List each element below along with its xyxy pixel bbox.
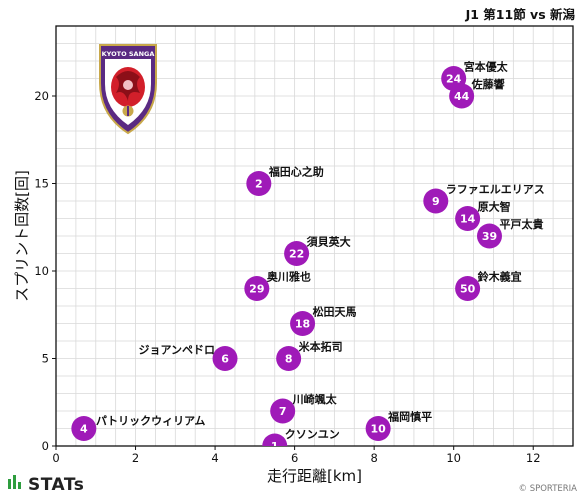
point-number: 44 [454, 90, 470, 103]
point-label: 原大智 [478, 200, 511, 214]
point-marker [262, 433, 288, 446]
point-marker [290, 311, 316, 336]
x-tick-label: 6 [291, 451, 298, 465]
point-number: 1 [271, 440, 279, 453]
axes [52, 25, 574, 450]
x-tick-label: 2 [132, 451, 139, 465]
x-axis-title: 走行距離[km] [267, 467, 362, 485]
point-number: 14 [460, 213, 476, 226]
data-point: 29 [244, 276, 270, 301]
data-point: 6 [212, 346, 238, 371]
data-point: 10 [365, 416, 391, 441]
data-point: 39 [476, 223, 502, 249]
y-tick-label: 0 [42, 439, 49, 453]
x-tick-label: 0 [52, 451, 59, 465]
y-tick-label: 5 [42, 352, 49, 366]
data-point: 50 [455, 276, 481, 301]
data-point: 14 [455, 206, 481, 231]
point-number: 18 [295, 318, 310, 331]
x-tick-labels: 0 2 4 6 8 10 12 [52, 451, 540, 465]
point-number: 2 [255, 178, 263, 191]
point-label: クソンユン [285, 428, 340, 441]
point-marker [244, 276, 270, 301]
point-number: 4 [80, 423, 88, 436]
data-point: 44 [449, 83, 475, 109]
point-label: 松田天馬 [313, 305, 357, 319]
point-label: 奥川雅也 [266, 270, 311, 284]
point-number: 8 [285, 353, 293, 366]
point-marker [455, 276, 481, 301]
point-marker [276, 346, 302, 371]
y-axis-title: スプリント回数[回] [13, 170, 31, 302]
point-marker [246, 171, 272, 196]
point-label: 川崎颯太 [292, 392, 338, 406]
y-tick-labels: 0 5 10 15 20 [34, 89, 49, 453]
x-tick-label: 10 [446, 451, 461, 465]
data-point: 22 [284, 241, 310, 266]
point-marker [212, 346, 238, 371]
point-label: 平戸太貴 [499, 217, 543, 231]
point-marker [284, 241, 310, 266]
data-point: 2 [246, 171, 272, 196]
point-number: 39 [482, 230, 497, 243]
point-label: 佐藤響 [471, 77, 505, 91]
page-title: J1 第11節 vs 新潟 [465, 7, 576, 22]
point-number: 9 [432, 195, 440, 208]
point-label: 米本拓司 [298, 340, 343, 354]
point-label: 福岡慎平 [387, 410, 432, 424]
brand-name: STATs [28, 475, 84, 495]
y-tick-label: 10 [34, 264, 49, 278]
y-tick-label: 15 [34, 177, 49, 191]
data-point: 1 [262, 433, 288, 453]
point-number: 6 [221, 353, 229, 366]
point-label: 宮本優太 [464, 60, 509, 74]
point-marker [449, 83, 475, 109]
data-point: 8 [276, 346, 302, 371]
point-number: 29 [249, 283, 264, 296]
y-tick-label: 20 [34, 89, 49, 103]
point-marker [365, 416, 391, 441]
bar-chart-icon [8, 475, 21, 489]
copyright: © SPORTERIA [519, 484, 578, 494]
point-marker [455, 206, 481, 231]
point-label: ラファエルエリアス [446, 183, 545, 196]
point-number: 24 [446, 73, 462, 86]
point-label: パトリックウィリアム [96, 415, 206, 428]
point-marker [270, 398, 296, 424]
point-label: 須貝英大 [306, 235, 351, 249]
data-point: 18 [290, 311, 316, 336]
point-label: 福田心之助 [268, 165, 324, 179]
point-number: 10 [370, 423, 386, 436]
grid [56, 26, 573, 446]
data-point: 4 [71, 416, 97, 441]
point-marker [71, 416, 97, 441]
point-label: ジョアンペドロ [138, 344, 215, 357]
point-marker [423, 188, 449, 214]
point-label: 鈴木義宜 [478, 270, 522, 284]
x-tick-label: 12 [526, 451, 541, 465]
kyoto-sanga-crest-icon: KYOTO SANGA [99, 44, 157, 135]
point-number: 7 [279, 405, 287, 418]
point-number: 50 [460, 283, 476, 296]
stats-logo: STATs [8, 475, 84, 495]
x-tick-label: 4 [211, 451, 218, 465]
x-tick-label: 8 [370, 451, 377, 465]
data-point: 9 [423, 188, 449, 214]
point-marker [476, 223, 502, 249]
data-point: 7 [270, 398, 296, 424]
point-number: 22 [289, 248, 304, 261]
svg-text:KYOTO SANGA: KYOTO SANGA [102, 50, 155, 58]
